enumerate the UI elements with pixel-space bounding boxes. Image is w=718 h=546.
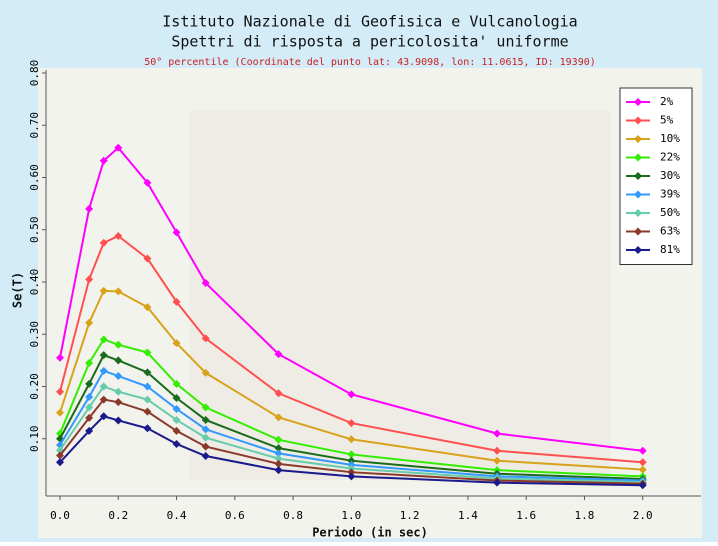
legend-label: 22% [660,151,680,164]
x-tick-label: 0.4 [167,509,187,522]
page: {"chart_data": {"type": "line", "title":… [0,0,718,542]
legend: 2% 5% 10% 22% 30% 39% 50% 63% 81% [620,88,692,265]
chart: Istituto Nazionale di Geofisica e Vulcan… [0,0,718,542]
y-tick-label: 0.60 [28,164,41,191]
legend-label: 39% [660,188,680,201]
y-tick-label: 0.80 [28,60,41,87]
y-tick-label: 0.20 [28,373,41,400]
y-axis-label: Se(T) [11,272,25,308]
legend-label: 10% [660,132,680,145]
x-axis-label: Periodo (in sec) [312,526,428,540]
y-tick-label: 0.30 [28,321,41,348]
x-tick-label: 0.8 [283,509,303,522]
y-tick-label: 0.70 [28,112,41,139]
x-tick-label: 0.2 [108,509,128,522]
x-tick-label: 1.0 [341,509,361,522]
y-tick-label: 0.10 [28,426,41,453]
chart-title: Istituto Nazionale di Geofisica e Vulcan… [162,13,577,31]
x-tick-label: 1.2 [400,509,420,522]
x-tick-label: 1.8 [575,509,595,522]
legend-label: 30% [660,169,680,182]
x-tick-label: 0.6 [225,509,245,522]
legend-label: 63% [660,225,680,238]
legend-label: 2% [660,95,674,108]
annotation: 50° percentile (Coordinate del punto lat… [144,57,596,68]
legend-label: 50% [660,206,680,219]
chart-subtitle: Spettri di risposta a pericolosita' unif… [171,33,568,51]
x-tick-label: 1.4 [458,509,478,522]
legend-label: 81% [660,243,680,256]
legend-label: 5% [660,114,674,127]
watermark [190,110,610,480]
x-tick-label: 2.0 [633,509,653,522]
x-tick-label: 0.0 [50,509,70,522]
y-tick-label: 0.40 [28,269,41,296]
x-tick-label: 1.6 [516,509,536,522]
y-tick-label: 0.50 [28,217,41,244]
